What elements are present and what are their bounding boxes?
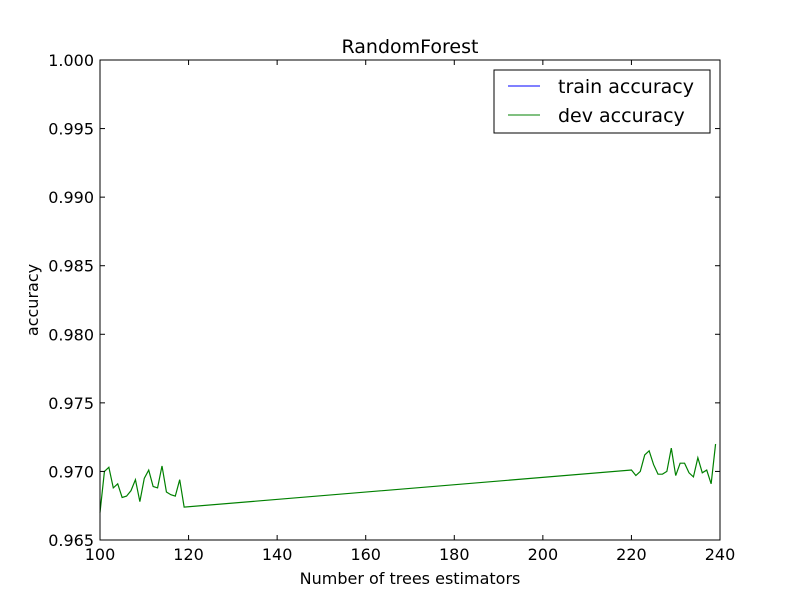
x-tick-label: 220 xyxy=(616,545,647,564)
y-tick-label: 0.985 xyxy=(48,257,94,276)
y-tick-label: 0.970 xyxy=(48,462,94,481)
plot-area: 100 120 140 160 180 200 220 240 0.965 0.970 0.975 0… xyxy=(48,51,735,564)
legend-label-train: train accuracy xyxy=(558,76,694,98)
plot-frame xyxy=(99,59,721,541)
x-tick-label: 140 xyxy=(262,545,293,564)
x-tick-label: 100 xyxy=(85,545,116,564)
x-axis-title: Number of trees estimators xyxy=(300,569,521,588)
legend: train accuracy dev accuracy xyxy=(493,69,711,134)
y-axis-title: accuracy xyxy=(23,264,42,336)
chart-title: RandomForest xyxy=(342,36,479,58)
x-tick-label: 180 xyxy=(439,545,470,564)
x-tick-label: 120 xyxy=(173,545,204,564)
x-tick-label: 240 xyxy=(705,545,736,564)
series-layer xyxy=(99,443,717,513)
y-tick-label: 0.990 xyxy=(48,188,94,207)
legend-box xyxy=(493,69,711,134)
y-tick-label: 1.000 xyxy=(48,51,94,70)
x-tick-label: 200 xyxy=(528,545,559,564)
y-tick-label: 0.975 xyxy=(48,394,94,413)
series-line-dev xyxy=(99,443,717,513)
legend-label-dev: dev accuracy xyxy=(558,105,685,127)
ticks-layer: 100 120 140 160 180 200 220 240 0.965 0.970 0.975 0… xyxy=(48,51,735,564)
plot-background xyxy=(100,60,720,540)
y-tick-label: 0.980 xyxy=(48,325,94,344)
x-tick-label: 160 xyxy=(350,545,381,564)
y-tick-label: 0.995 xyxy=(48,120,94,139)
y-tick-label: 0.965 xyxy=(48,531,94,550)
